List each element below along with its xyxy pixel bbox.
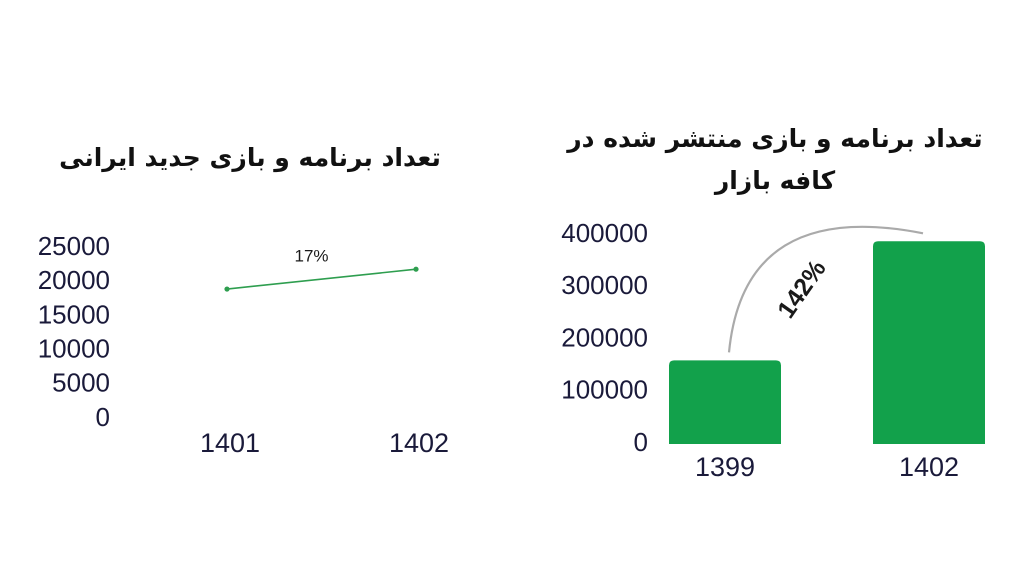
left-y-tick-label: 25000 [38, 231, 110, 261]
left-y-tick-label: 20000 [38, 265, 110, 295]
right-x-category-label: 1399 [695, 452, 755, 482]
right-y-tick-label: 200000 [561, 322, 648, 352]
right-y-tick-label: 100000 [561, 375, 648, 405]
left-chart-title: تعداد برنامه و بازی جدید ایرانی [59, 143, 441, 172]
right-chart-title: تعداد برنامه و بازی منتشر شده در کافه با… [567, 124, 983, 195]
left-data-point [413, 266, 419, 272]
left-y-tick-label: 0 [96, 402, 110, 432]
right-bar [669, 360, 781, 444]
right-y-tick-label: 400000 [561, 218, 648, 248]
right-bar [873, 241, 985, 444]
right-x-category-label: 1402 [899, 452, 959, 482]
left-x-category-label: 1402 [389, 428, 449, 458]
right-growth-annotation: 142% [772, 255, 832, 323]
left-y-tick-label: 5000 [52, 368, 110, 398]
left-y-tick-label: 10000 [38, 333, 110, 363]
right-y-tick-label: 0 [634, 427, 648, 457]
right-growth-arc [727, 225, 924, 353]
left-data-point [224, 286, 230, 292]
left-x-category-label: 1401 [200, 428, 260, 458]
left-series-line [226, 268, 417, 290]
left-growth-annotation: 17% [294, 247, 328, 266]
right-y-tick-label: 300000 [561, 270, 648, 300]
left-y-tick-label: 15000 [38, 299, 110, 329]
